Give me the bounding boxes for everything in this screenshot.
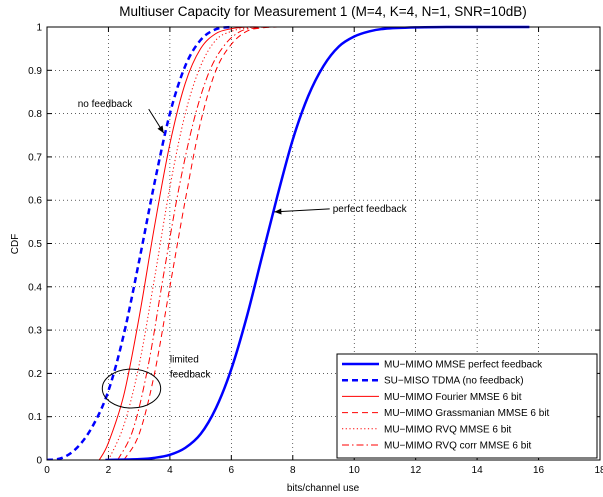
chart-title: Multiuser Capacity for Measurement 1 (M=… (119, 4, 526, 19)
y-tick-label: 0.9 (28, 66, 42, 77)
series-line-4 (107, 26, 263, 460)
y-tick-label: 0.8 (28, 109, 42, 120)
legend-label: MU−MIMO MMSE perfect feedback (384, 360, 543, 371)
y-tick-label: 0.7 (28, 152, 42, 163)
legend-label: SU−MISO TDMA (no feedback) (384, 376, 524, 387)
x-tick-label: 16 (533, 465, 545, 476)
annotation-arrow-head (157, 125, 164, 134)
grid (47, 27, 600, 460)
legend-box (336, 353, 598, 459)
annotation-arrow-line (274, 208, 330, 213)
y-tick-label: 0 (36, 456, 42, 467)
plot-lines (47, 25, 530, 460)
x-tick-label: 8 (290, 465, 296, 476)
y-tick-label: 0.4 (28, 282, 42, 293)
y-axis-label: CDF (10, 234, 21, 255)
annotations: no feedback perfect feedback limited feedba… (78, 99, 408, 409)
annotation-label: perfect feedback (333, 204, 408, 215)
legend: MU−MIMO MMSE perfect feedback SU−MISO TDM… (336, 353, 598, 459)
x-tick-label: 14 (472, 465, 484, 476)
y-tick-label: 0.2 (28, 369, 42, 380)
series-line-1 (47, 25, 232, 460)
legend-label: MU−MIMO RVQ corr MMSE 6 bit (384, 441, 532, 452)
y-tick-label: 0.1 (28, 412, 42, 423)
annotation-label: limited (170, 355, 199, 366)
annotation-label: no feedback (78, 99, 133, 110)
y-axis: 0 0.1 0.2 0.3 0.4 0.5 0.6 0.7 0.8 0.9 1 (28, 23, 600, 467)
series-line-3 (123, 26, 278, 460)
x-tick-label: 12 (410, 465, 422, 476)
legend-label: MU−MIMO RVQ MMSE 6 bit (384, 424, 512, 435)
axes-box (46, 26, 601, 461)
y-tick-label: 0.6 (28, 196, 42, 207)
x-tick-label: 2 (106, 465, 112, 476)
legend-label: MU−MIMO Grassmanian MMSE 6 bit (384, 408, 550, 419)
limited-feedback-ellipse (101, 368, 162, 409)
y-tick-label: 1 (36, 23, 42, 34)
series-line-5 (117, 26, 272, 460)
series-line-0 (105, 25, 530, 460)
legend-label: MU−MIMO Fourier MMSE 6 bit (384, 392, 522, 403)
annotation-label: feedback (170, 370, 212, 381)
x-tick-label: 6 (229, 465, 235, 476)
annotation-arrow-head (274, 208, 282, 215)
y-tick-label: 0.3 (28, 326, 42, 337)
x-tick-label: 4 (167, 465, 173, 476)
series-line-2 (98, 26, 263, 460)
x-tick-label: 18 (594, 465, 603, 476)
x-tick-label: 10 (349, 465, 361, 476)
x-tick-label: 0 (44, 465, 50, 476)
x-axis-label: bits/channel use (287, 483, 360, 494)
y-tick-label: 0.5 (28, 239, 42, 250)
